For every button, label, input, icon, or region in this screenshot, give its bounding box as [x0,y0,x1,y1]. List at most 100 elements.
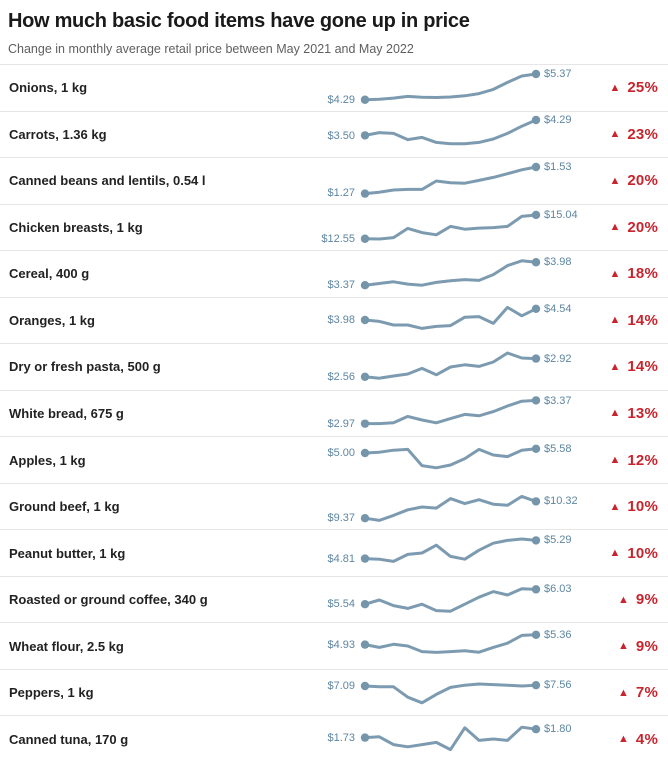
end-price-label: $4.54 [544,303,572,316]
sparkline-cell: $1.73 $1.80 [311,716,604,762]
increase-triangle-icon: ▲ [618,686,629,699]
start-price-label: $7.09 [327,679,355,692]
table-row: Dry or fresh pasta, 500 g $2.56 $2.92 ▲ … [0,343,668,390]
sparkline-cell: $12.55 $15.04 [311,205,604,251]
start-price-label: $1.73 [327,731,355,744]
sparkline-cell: $5.54 $6.03 [311,577,604,623]
sparkline-chart [360,116,541,146]
chart-subtitle: Change in monthly average retail price b… [8,42,414,56]
end-price-label: $4.29 [544,114,572,127]
table-row: Cereal, 400 g $3.37 $3.98 ▲ 18% [0,250,668,297]
sparkline-chart [360,630,541,655]
start-price-label: $3.50 [327,129,355,142]
sparkline-chart [360,69,541,104]
end-price-label: $3.98 [544,256,572,269]
change-percent: 23% [627,125,658,143]
sparkline-cell: $9.37 $10.32 [311,484,604,530]
increase-triangle-icon: ▲ [609,174,621,187]
sparkline-cell: $4.81 $5.29 [311,530,604,576]
start-price-label: $3.37 [327,279,355,292]
sparkline-chart [360,444,541,470]
change-percent: 20% [627,218,658,236]
item-label: Chicken breasts, 1 kg [9,219,143,235]
sparkline-cell: $4.29 $5.37 [311,65,604,111]
change-percent: 12% [627,451,658,469]
sparkline-cell: $1.27 $1.53 [311,158,604,204]
change-badge: ▲ 7% [618,684,668,701]
sparkline-chart [360,536,541,563]
item-label: Oranges, 1 kg [9,312,95,328]
sparkline-chart [360,257,541,290]
table-row: Onions, 1 kg $4.29 $5.37 ▲ 25% [0,64,668,111]
start-price-label: $4.29 [327,93,355,106]
table-row: Roasted or ground coffee, 340 g $5.54 $6… [0,575,668,623]
start-price-label: $9.37 [327,511,355,524]
table-row: Peanut butter, 1 kg $4.81 $5.29 ▲ 10% [0,529,668,576]
increase-triangle-icon: ▲ [618,593,629,606]
increase-triangle-icon: ▲ [609,500,621,513]
change-badge: ▲ 9% [618,638,668,655]
change-percent: 25% [627,79,658,97]
start-price-label: $2.97 [327,418,355,431]
increase-triangle-icon: ▲ [609,454,621,467]
end-price-label: $1.53 [544,160,572,173]
page-title: How much basic food items have gone up i… [8,10,470,32]
change-badge: ▲ 14% [609,358,668,375]
table-row: White bread, 675 g $2.97 $3.37 ▲ 13% [0,389,668,437]
chart-header: How much basic food items have gone up i… [0,0,668,56]
start-price-label: $4.81 [327,552,355,565]
end-price-label: $6.03 [544,583,572,595]
sparkline-chart [360,494,541,522]
item-label: Carrots, 1.36 kg [9,126,107,142]
increase-triangle-icon: ▲ [609,407,621,420]
change-percent: 18% [627,265,658,283]
change-percent: 10% [627,544,658,562]
change-percent: 20% [627,172,658,190]
change-percent: 4% [635,730,658,748]
change-badge: ▲ 20% [609,172,668,189]
item-label: Dry or fresh pasta, 500 g [9,359,161,375]
change-badge: ▲ 13% [609,405,668,422]
change-badge: ▲ 10% [609,498,668,515]
table-row: Ground beef, 1 kg $9.37 $10.32 ▲ 10% [0,482,668,530]
increase-triangle-icon: ▲ [609,314,621,327]
end-price-label: $5.58 [544,442,572,455]
change-percent: 14% [627,358,658,376]
item-label: Canned tuna, 170 g [9,731,129,747]
sparkline-cell: $2.97 $3.37 [311,391,604,437]
change-percent: 9% [635,591,658,609]
change-percent: 14% [627,311,658,329]
item-label: Cereal, 400 g [9,266,90,282]
change-badge: ▲ 4% [618,731,668,748]
end-price-label: $3.37 [544,394,572,407]
end-price-label: $10.32 [544,494,578,507]
change-badge: ▲ 9% [618,591,668,608]
change-badge: ▲ 14% [609,312,668,329]
sparkline-chart [360,584,541,613]
end-price-label: $5.29 [544,534,572,547]
table-row: Apples, 1 kg $5.00 $5.58 ▲ 12% [0,436,668,483]
sparkline-chart [360,211,541,244]
end-price-label: $2.92 [544,352,572,365]
start-price-label: $4.93 [327,638,355,651]
end-price-label: $15.04 [544,209,578,222]
table-row: Oranges, 1 kg $3.98 $4.54 ▲ 14% [0,296,668,344]
sparkline-cell: $3.37 $3.98 [311,251,604,297]
table-row: Chicken breasts, 1 kg $12.55 $15.04 ▲ 20… [0,203,668,251]
sparkline-cell: $4.93 $5.36 [311,623,604,669]
increase-triangle-icon: ▲ [609,360,621,373]
table-row: Canned tuna, 170 g $1.73 $1.80 ▲ 4% [0,715,668,762]
sparkline-chart [360,680,541,704]
end-price-label: $5.36 [544,628,572,641]
increase-triangle-icon: ▲ [609,221,621,234]
sparkline-table: Onions, 1 kg $4.29 $5.37 ▲ 25% Carrots, … [0,64,668,762]
increase-triangle-icon: ▲ [609,81,621,94]
start-price-label: $3.98 [327,314,355,327]
table-row: Canned beans and lentils, 0.54 l $1.27 $… [0,157,668,204]
sparkline-chart [360,396,541,429]
start-price-label: $2.56 [327,370,355,383]
sparkline-chart [360,725,541,752]
item-label: Peppers, 1 kg [9,685,94,701]
table-row: Peppers, 1 kg $7.09 $7.56 ▲ 7% [0,668,668,716]
sparkline-cell: $7.09 $7.56 [311,670,604,716]
